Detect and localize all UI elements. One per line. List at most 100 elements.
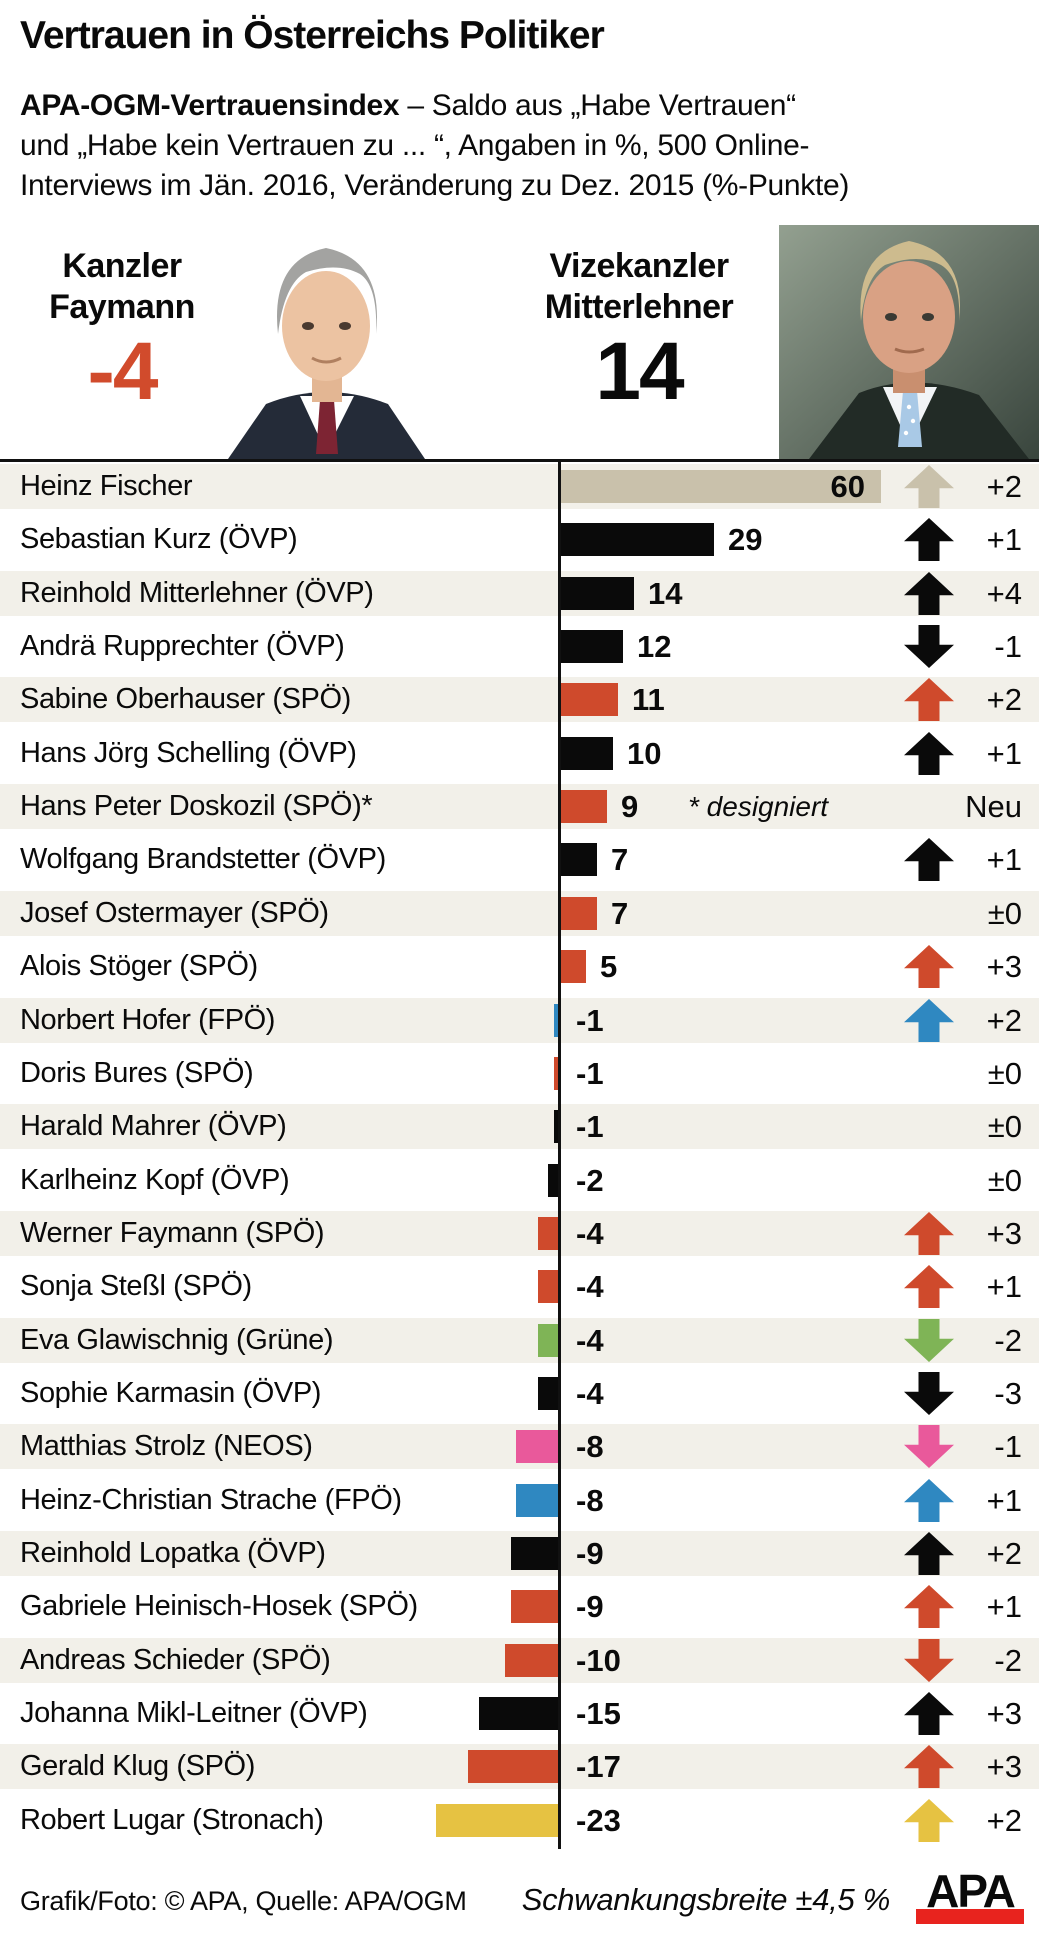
row-change: +2	[986, 1803, 1022, 1838]
trend-up-arrow-icon	[904, 838, 954, 881]
table-row: Hans Peter Doskozil (SPÖ)* 9 * designiert N…	[0, 784, 1039, 829]
leader-left-label: Kanzler Faymann -4	[18, 246, 226, 416]
row-change: -1	[994, 1429, 1022, 1464]
row-value: -4	[576, 1269, 604, 1304]
row-bar	[548, 1164, 559, 1197]
trend-down-arrow-icon	[904, 1372, 954, 1415]
row-value: -15	[576, 1696, 621, 1731]
row-change: -2	[994, 1643, 1022, 1678]
row-name: Gerald Klug (SPÖ)	[20, 1750, 255, 1782]
leader-left-role: Kanzler	[62, 247, 182, 285]
table-row: Sebastian Kurz (ÖVP) 29 +1	[0, 517, 1039, 562]
trend-down-arrow-icon	[904, 1319, 954, 1362]
footer-credit: Grafik/Foto: © APA, Quelle: APA/OGM	[20, 1886, 467, 1916]
table-row: Wolfgang Brandstetter (ÖVP) 7 +1	[0, 837, 1039, 882]
subtitle-line1-rest: – Saldo aus „Habe Vertrauen“	[399, 89, 796, 122]
leader-left-value: -4	[87, 326, 159, 417]
row-value: -1	[576, 1109, 604, 1144]
row-name: Gabriele Heinisch-Hosek (SPÖ)	[20, 1590, 418, 1622]
row-value: -8	[576, 1483, 604, 1518]
table-row: Gabriele Heinisch-Hosek (SPÖ) -9 +1	[0, 1584, 1039, 1629]
row-value: 14	[648, 576, 683, 611]
leader-right-name: Mitterlehner	[544, 288, 734, 326]
row-bar	[559, 950, 586, 983]
trend-up-arrow-icon	[904, 1212, 954, 1255]
trend-up-arrow-icon	[904, 1479, 954, 1522]
subtitle-line1: APA-OGM-Vertrauensindex – Saldo aus „Hab…	[20, 86, 1025, 126]
trend-down-arrow-icon	[904, 1639, 954, 1682]
row-value: 7	[611, 842, 629, 877]
row-value: -4	[576, 1376, 604, 1411]
row-bar	[538, 1324, 559, 1357]
page-title: Vertrauen in Österreichs Politiker	[20, 14, 605, 57]
trend-up-arrow-icon	[904, 1532, 954, 1575]
row-value: -8	[576, 1429, 604, 1464]
row-name: Wolfgang Brandstetter (ÖVP)	[20, 843, 386, 875]
table-row: Alois Stöger (SPÖ) 5 +3	[0, 944, 1039, 989]
apa-logo-letters: APA	[926, 1865, 1016, 1917]
row-value: 9	[621, 789, 639, 824]
row-change: ±0	[987, 1056, 1022, 1091]
row-name: Andreas Schieder (SPÖ)	[20, 1644, 331, 1676]
table-row: Werner Faymann (SPÖ) -4 +3	[0, 1211, 1039, 1256]
row-change: -3	[994, 1376, 1022, 1411]
table-row: Johanna Mikl-Leitner (ÖVP) -15 +3	[0, 1691, 1039, 1736]
row-value: -9	[576, 1589, 604, 1624]
row-change: +1	[986, 1269, 1022, 1304]
subtitle-line2: und „Habe kein Vertrauen zu ... “, Angab…	[20, 129, 810, 162]
trend-up-arrow-icon	[904, 945, 954, 988]
row-value: -1	[576, 1056, 604, 1091]
table-row: Harald Mahrer (ÖVP) -1 ±0	[0, 1104, 1039, 1149]
row-note: * designiert	[688, 791, 829, 822]
trend-up-arrow-icon	[904, 1745, 954, 1788]
row-value: 12	[637, 629, 672, 664]
row-name: Eva Glawischnig (Grüne)	[20, 1324, 334, 1356]
table-row: Heinz-Christian Strache (FPÖ) -8 +1	[0, 1478, 1039, 1523]
trend-up-arrow-icon	[904, 678, 954, 721]
trend-up-arrow-icon	[904, 1799, 954, 1842]
row-bar	[538, 1377, 559, 1410]
row-value: -2	[576, 1163, 604, 1198]
row-value: 5	[600, 949, 618, 984]
row-bar	[559, 470, 881, 503]
row-name: Robert Lugar (Stronach)	[20, 1804, 324, 1836]
table-row: Sabine Oberhauser (SPÖ) 11 +2	[0, 677, 1039, 722]
row-change: +1	[986, 736, 1022, 771]
row-name: Alois Stöger (SPÖ)	[20, 950, 258, 982]
row-name: Matthias Strolz (NEOS)	[20, 1430, 313, 1462]
trend-down-arrow-icon	[904, 625, 954, 668]
row-change: +1	[986, 1589, 1022, 1624]
row-bar	[559, 630, 623, 663]
row-bar	[505, 1644, 559, 1677]
row-change: +3	[986, 1749, 1022, 1784]
row-name: Sophie Karmasin (ÖVP)	[20, 1377, 322, 1409]
row-value: 29	[728, 522, 763, 557]
leader-left-name: Faymann	[49, 288, 195, 326]
leader-right-value: 14	[595, 326, 684, 417]
row-name: Josef Ostermayer (SPÖ)	[20, 897, 329, 929]
faymann-photo	[228, 230, 425, 459]
subtitle: APA-OGM-Vertrauensindex – Saldo aus „Hab…	[20, 86, 1025, 206]
row-change: +4	[986, 576, 1022, 611]
table-row: Gerald Klug (SPÖ) -17 +3	[0, 1744, 1039, 1789]
row-change: +2	[986, 1536, 1022, 1571]
row-value: 11	[632, 682, 665, 717]
row-change: +1	[986, 842, 1022, 877]
row-change: ±0	[987, 1109, 1022, 1144]
row-bar	[559, 790, 607, 823]
row-change: +1	[986, 522, 1022, 557]
row-change: +2	[986, 682, 1022, 717]
row-name: Karlheinz Kopf (ÖVP)	[20, 1164, 290, 1196]
trend-up-arrow-icon	[904, 518, 954, 561]
row-value: 60	[830, 469, 865, 504]
row-change: +3	[986, 1696, 1022, 1731]
footer-note: Schwankungsbreite ±4,5 %	[521, 1882, 891, 1917]
row-name: Andrä Rupprechter (ÖVP)	[20, 630, 345, 662]
row-value: -4	[576, 1323, 604, 1358]
row-change: ±0	[987, 1163, 1022, 1198]
subtitle-line3: Interviews im Jän. 2016, Veränderung zu …	[20, 169, 850, 202]
row-bar	[554, 1057, 559, 1090]
row-change: -2	[994, 1323, 1022, 1358]
row-value: -1	[576, 1003, 604, 1038]
trend-up-arrow-icon	[904, 572, 954, 615]
